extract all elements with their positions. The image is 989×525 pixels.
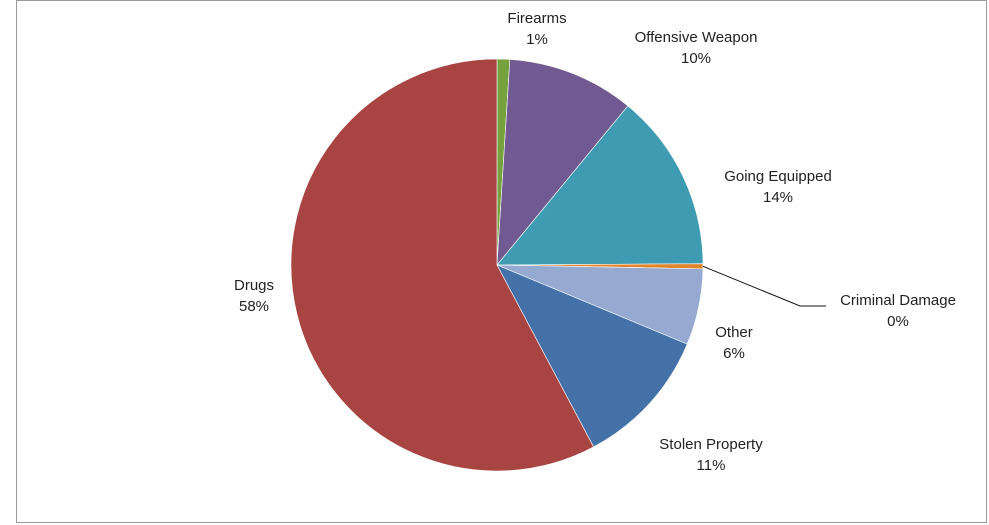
label-going-equipped: Going Equipped 14% [724, 166, 832, 208]
label-offensive-weapon: Offensive Weapon 10% [635, 27, 758, 69]
label-drugs-name: Drugs [233, 277, 275, 294]
label-firearms-name: Firearms [507, 10, 567, 27]
label-other: Other 6% [715, 322, 753, 364]
pie-slice-going-equipped [496, 105, 704, 266]
label-firearms-pct: 1% [526, 31, 548, 48]
label-criminal-damage-pct: 0% [887, 313, 909, 330]
label-other-pct: 6% [723, 345, 745, 362]
label-stolen-property-name: Stolen Property [659, 436, 763, 453]
label-going-equipped-name: Going Equipped [724, 168, 832, 185]
label-other-name: Other [715, 324, 753, 341]
label-criminal-damage: Criminal Damage 0% [840, 290, 956, 332]
label-stolen-property-pct: 11% [696, 457, 726, 474]
label-criminal-damage-name: Criminal Damage [840, 292, 956, 309]
pie-slice-drugs [290, 58, 595, 472]
label-going-equipped-pct: 14% [762, 189, 794, 206]
pie-slice-offensive-weapon [496, 59, 629, 266]
label-offensive-weapon-pct: 10% [680, 50, 712, 67]
label-firearms: Firearms 1% [507, 8, 566, 50]
leader-line-criminal-damage [702, 265, 826, 307]
pie-slices [290, 58, 704, 472]
label-drugs: Drugs 58% [234, 275, 274, 317]
label-drugs-pct: 58% [238, 298, 270, 315]
pie-slice-stolen-property [496, 264, 688, 448]
leader-lines [702, 265, 826, 307]
label-offensive-weapon-name: Offensive Weapon [634, 29, 758, 46]
label-stolen-property: Stolen Property 11% [659, 434, 762, 476]
